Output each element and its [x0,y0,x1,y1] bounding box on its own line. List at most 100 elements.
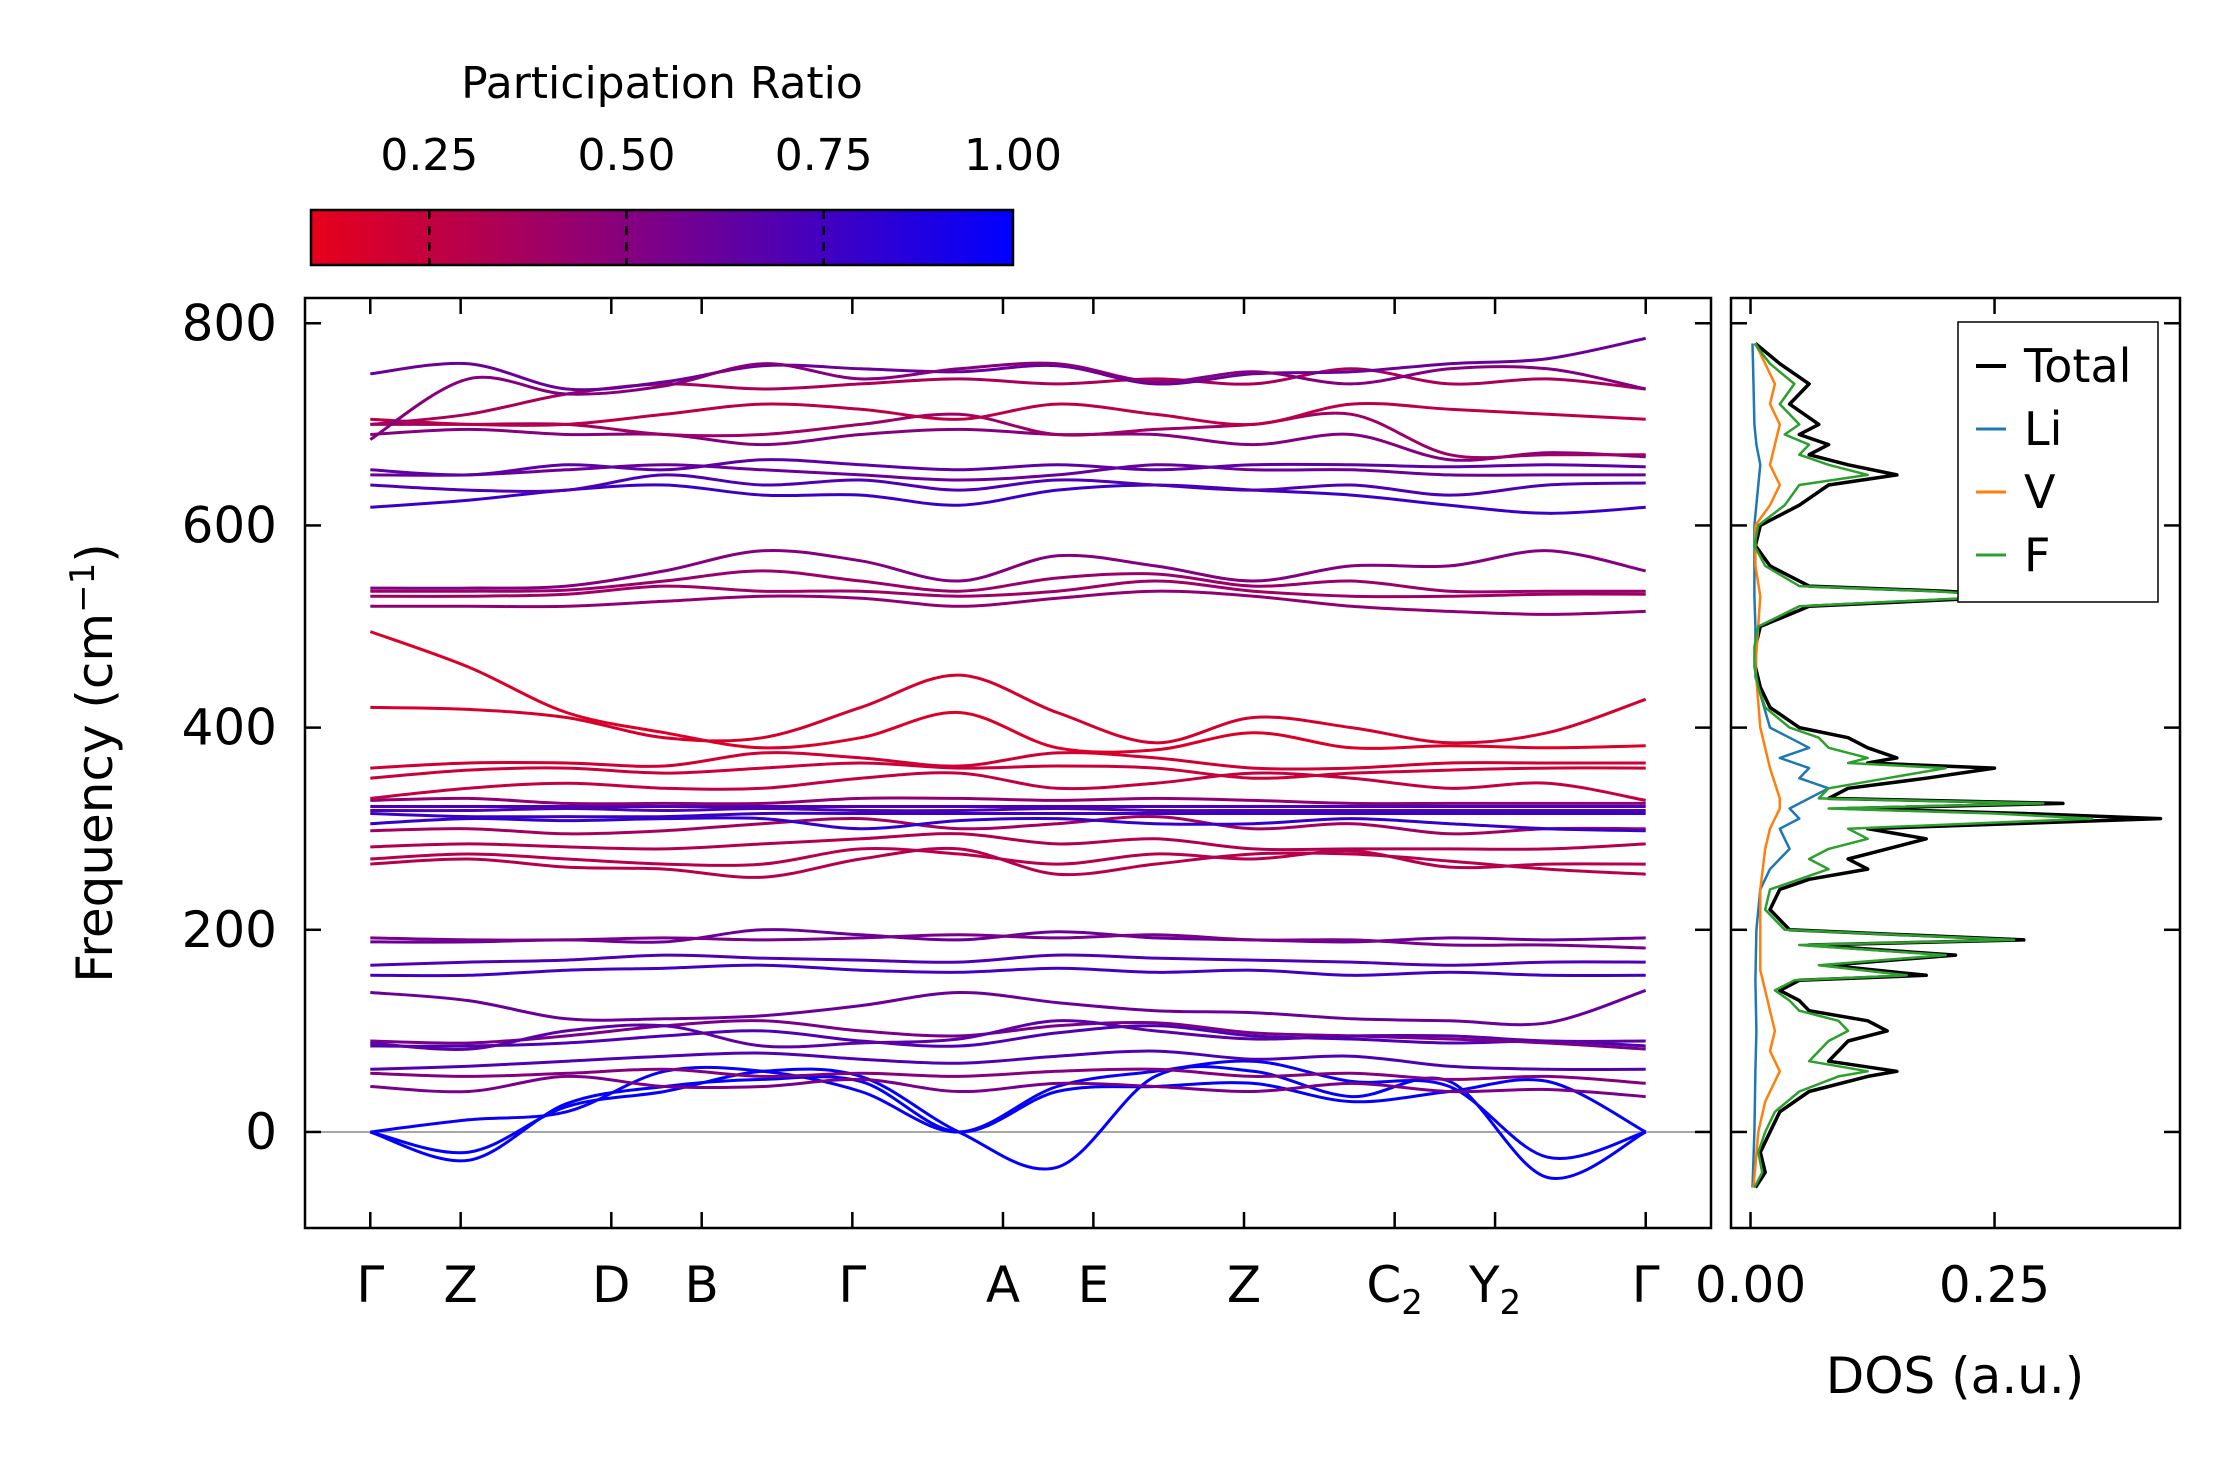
colorbar-tick-label: 0.50 [578,130,676,181]
colorbar-tick-label: 0.75 [775,130,873,181]
band-x-tick-label: Γ [1632,1256,1660,1314]
band-y-tick-label: 400 [182,699,277,757]
band-top-10 [369,361,1647,441]
band-mid-1 [370,846,1646,879]
colorbar-tick-label: 0.25 [380,130,478,181]
band-x-tick-label-main: Z [444,1256,478,1314]
band-low-6 [370,1019,1646,1051]
band-y-tick-label: 600 [182,496,277,554]
band-acoustic-2 [369,1065,1647,1180]
band-high-4 [370,548,1646,590]
dos-legend: Total Li VF [1957,321,2159,603]
dos-curve-v [1752,342,1782,1188]
dos-x-ticks: 0.00 0.25 [1695,298,2050,1314]
band-mid-5 [370,816,1646,833]
colorbar: Participation Ratio 0.25 0.50 0.75 1.00 [309,58,1062,267]
band-y-tick-label: 200 [182,901,277,959]
colorbar-tick-labels: 0.25 0.50 0.75 1.00 [380,130,1062,181]
band-x-tick-label-main: B [685,1256,719,1314]
band-x-tick-label-main: E [1078,1256,1110,1314]
band-mid-9 [370,796,1646,806]
band-low-1 [370,1074,1646,1099]
band-mid-13 [370,673,1647,745]
dos-x-tick-label: 0.00 [1695,1256,1806,1314]
legend-label-v: V [2024,465,2056,519]
dos-x-axis-title: DOS (a.u.) [1826,1347,2085,1405]
colorbar-tick-label: 1.00 [964,130,1062,181]
band-y-tick-label: 800 [182,294,277,352]
band-mid-low-2 [370,963,1646,978]
band-high-3 [370,569,1646,594]
legend-label-f: F [2024,528,2050,582]
band-x-tick-label: Z [1227,1256,1261,1314]
band-top-3 [370,463,1646,482]
band-x-tick-label: B [685,1256,719,1314]
band-top-5 [370,427,1646,462]
legend-label-li: Li [2024,402,2062,456]
y-axis-title-text: Frequency (cm [66,613,124,983]
band-x-tick-label: C2 [1366,1256,1423,1323]
band-mid-2 [370,847,1646,870]
dos-curve-li [1751,343,1830,1188]
band-mid-low-1 [370,988,1647,1027]
band-x-ticks: Γ Z D B Γ A E Z C2 Y2 Γ [356,298,1660,1323]
y-axis-title-exponent: −1 [63,563,103,613]
y-axis-title-close: ) [66,543,124,563]
band-low-5 [370,1019,1646,1051]
y-axis-title: Frequency (cm−1) [63,543,124,983]
band-x-tick-label-main: A [986,1256,1020,1314]
band-plot-frame [303,296,1713,1230]
band-mid-3 [370,832,1646,852]
band-top-4 [370,458,1646,477]
band-x-tick-label-main: Z [1227,1256,1261,1314]
band-mid-14 [369,630,1646,754]
band-y-tick-label: 0 [245,1103,277,1161]
band-x-tick-label-main: Γ [1632,1256,1660,1314]
band-x-tick-label-subscript: 2 [1401,1283,1423,1323]
band-mid-12 [370,751,1646,771]
legend-label-total: Total [2023,339,2131,393]
band-mid-10 [370,771,1646,802]
band-x-tick-label: Y2 [1468,1256,1521,1323]
colorbar-gradient [309,208,1015,267]
band-top-6 [370,411,1646,460]
band-x-tick-label: A [986,1256,1020,1314]
band-x-tick-label-main: Γ [356,1256,384,1314]
band-mid-8 [370,811,1646,819]
band-mid-4 [370,815,1646,836]
band-x-tick-label: Z [444,1256,478,1314]
band-lines [305,336,1711,1180]
dos-lines [1751,342,2163,1189]
band-high-1 [370,589,1646,616]
band-mid-11 [370,761,1646,780]
band-x-tick-label-main: Y [1468,1256,1500,1314]
band-x-tick-label-subscript: 2 [1500,1283,1522,1323]
band-top-7 [370,402,1646,427]
band-x-tick-label: Γ [838,1256,866,1314]
band-low-2 [370,1067,1646,1085]
dos-axes [1729,296,2182,1230]
band-x-tick-label: D [592,1256,631,1314]
band-x-tick-label-main: Γ [838,1256,866,1314]
band-mid-6 [370,806,1646,813]
dos-x-tick-label: 0.25 [1939,1256,2050,1314]
band-acoustic-3 [370,1059,1647,1160]
dos-plot-frame [1729,296,2182,1230]
band-axes [303,296,1713,1230]
band-x-tick-label: Γ [356,1256,384,1314]
dos-panel: 0.00 0.25 DOS (a.u.) Total Li VF [1695,296,2182,1405]
colorbar-title: Participation Ratio [461,58,863,109]
dos-curve-f [1753,342,2094,1189]
band-x-tick-label-main: C [1366,1256,1401,1314]
band-top-8 [370,367,1646,426]
band-x-tick-label: E [1078,1256,1110,1314]
band-top-9 [370,336,1647,392]
band-x-tick-label-main: D [592,1256,631,1314]
band-high-2 [370,579,1646,599]
band-low-3 [370,1049,1646,1072]
band-y-ticks: 0 200 400 600 800 [182,294,1711,1161]
band-top-2 [370,473,1646,497]
